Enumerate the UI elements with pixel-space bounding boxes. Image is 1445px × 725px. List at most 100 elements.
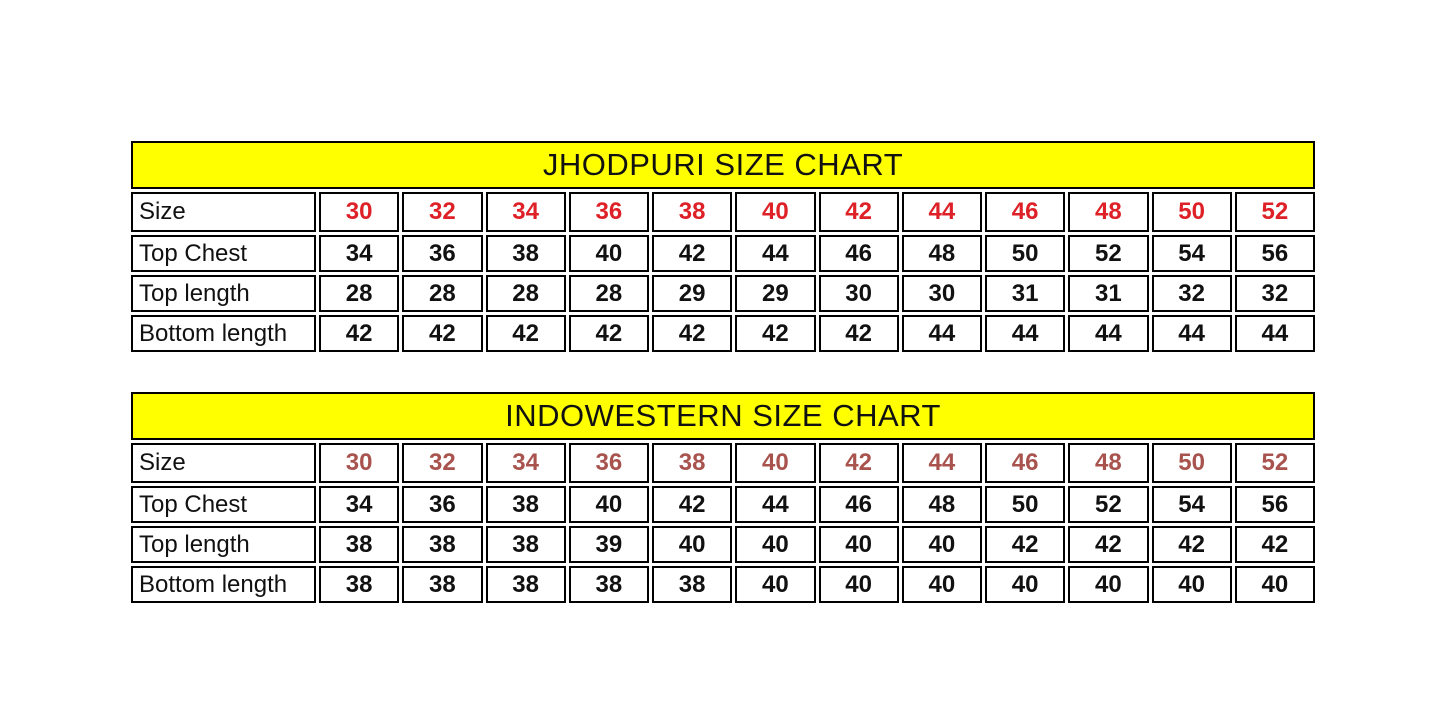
- value-cell: 44: [735, 486, 816, 523]
- size-header-cell: 48: [1068, 443, 1149, 483]
- table-title: JHODPURI SIZE CHART: [131, 141, 1315, 189]
- size-header-cell: 30: [319, 443, 400, 483]
- table-title-row: INDOWESTERN SIZE CHART: [131, 392, 1315, 440]
- value-cell: 54: [1151, 486, 1232, 523]
- value-cell: 40: [901, 526, 982, 563]
- value-cell: 31: [985, 275, 1066, 312]
- value-cell: 32: [1151, 275, 1232, 312]
- value-cell: 38: [402, 526, 483, 563]
- table-row: Bottom length 38 38 38 38 38 40 40 40 40 40 40 40: [131, 566, 1315, 603]
- value-cell: 42: [818, 315, 899, 352]
- row-label: Top length: [131, 275, 316, 312]
- value-cell: 56: [1234, 235, 1315, 272]
- value-cell: 38: [652, 566, 733, 603]
- size-header-cell: 36: [568, 192, 649, 232]
- value-cell: 46: [818, 486, 899, 523]
- value-cell: 40: [735, 566, 816, 603]
- size-charts: JHODPURI SIZE CHART Size 30 32 34 36 38 40 42 44…: [128, 138, 1318, 606]
- value-cell: 31: [1068, 275, 1149, 312]
- value-cell: 44: [901, 315, 982, 352]
- value-cell: 44: [1068, 315, 1149, 352]
- value-cell: 40: [818, 526, 899, 563]
- table-body: Size 30 32 34 36 38 40 42 44 46 48 50 52 Top Chest 34 3…: [131, 443, 1315, 603]
- size-header-cell: 52: [1234, 443, 1315, 483]
- indowestern-size-chart: INDOWESTERN SIZE CHART Size 30 32 34 36 38 40 4…: [128, 389, 1318, 606]
- value-cell: 42: [1151, 526, 1232, 563]
- size-header-cell: 40: [735, 443, 816, 483]
- value-cell: 42: [402, 315, 483, 352]
- value-cell: 40: [901, 566, 982, 603]
- value-cell: 42: [568, 315, 649, 352]
- table-row: Bottom length 42 42 42 42 42 42 42 44 44 44 44 44: [131, 315, 1315, 352]
- table-row: Top length 38 38 38 39 40 40 40 40 42 42 42 42: [131, 526, 1315, 563]
- table-row: Top Chest 34 36 38 40 42 44 46 48 50 52 54 56: [131, 486, 1315, 523]
- value-cell: 40: [1151, 566, 1232, 603]
- value-cell: 38: [568, 566, 649, 603]
- size-header-cell: 42: [818, 443, 899, 483]
- size-header-cell: 46: [985, 192, 1066, 232]
- value-cell: 46: [818, 235, 899, 272]
- value-cell: 54: [1151, 235, 1232, 272]
- value-cell: 44: [1151, 315, 1232, 352]
- value-cell: 40: [568, 486, 649, 523]
- value-cell: 42: [652, 235, 733, 272]
- size-header-cell: 38: [652, 443, 733, 483]
- value-cell: 42: [985, 526, 1066, 563]
- size-header-cell: 40: [735, 192, 816, 232]
- value-cell: 39: [568, 526, 649, 563]
- size-header-cell: 38: [652, 192, 733, 232]
- value-cell: 38: [319, 566, 400, 603]
- size-header-cell: 48: [1068, 192, 1149, 232]
- value-cell: 28: [319, 275, 400, 312]
- table-title: INDOWESTERN SIZE CHART: [131, 392, 1315, 440]
- size-header-cell: 30: [319, 192, 400, 232]
- row-label: Top Chest: [131, 235, 316, 272]
- value-cell: 44: [735, 235, 816, 272]
- value-cell: 40: [1068, 566, 1149, 603]
- row-label: Top length: [131, 526, 316, 563]
- table-row: Size 30 32 34 36 38 40 42 44 46 48 50 52: [131, 443, 1315, 483]
- value-cell: 34: [319, 235, 400, 272]
- size-header-cell: 34: [485, 443, 566, 483]
- row-label: Bottom length: [131, 566, 316, 603]
- value-cell: 38: [485, 526, 566, 563]
- value-cell: 42: [1234, 526, 1315, 563]
- value-cell: 38: [485, 235, 566, 272]
- size-header-cell: 50: [1151, 192, 1232, 232]
- indowestern-size-chart-table: INDOWESTERN SIZE CHART Size 30 32 34 36 38 40 4…: [128, 389, 1318, 606]
- value-cell: 40: [735, 526, 816, 563]
- value-cell: 34: [319, 486, 400, 523]
- value-cell: 42: [319, 315, 400, 352]
- size-header-cell: 52: [1234, 192, 1315, 232]
- row-label: Top Chest: [131, 486, 316, 523]
- row-label: Size: [131, 192, 316, 232]
- size-header-cell: 50: [1151, 443, 1232, 483]
- size-header-cell: 32: [402, 192, 483, 232]
- value-cell: 30: [818, 275, 899, 312]
- value-cell: 40: [652, 526, 733, 563]
- value-cell: 38: [485, 486, 566, 523]
- value-cell: 50: [985, 486, 1066, 523]
- value-cell: 44: [985, 315, 1066, 352]
- value-cell: 28: [485, 275, 566, 312]
- value-cell: 40: [1234, 566, 1315, 603]
- table-row: Size 30 32 34 36 38 40 42 44 46 48 50 52: [131, 192, 1315, 232]
- value-cell: 42: [485, 315, 566, 352]
- value-cell: 42: [652, 315, 733, 352]
- value-cell: 52: [1068, 486, 1149, 523]
- value-cell: 32: [1234, 275, 1315, 312]
- table-row: Top Chest 34 36 38 40 42 44 46 48 50 52 54 56: [131, 235, 1315, 272]
- value-cell: 38: [319, 526, 400, 563]
- size-header-cell: 44: [901, 192, 982, 232]
- value-cell: 28: [568, 275, 649, 312]
- value-cell: 40: [985, 566, 1066, 603]
- value-cell: 42: [735, 315, 816, 352]
- value-cell: 42: [652, 486, 733, 523]
- value-cell: 36: [402, 235, 483, 272]
- row-label: Bottom length: [131, 315, 316, 352]
- size-header-cell: 32: [402, 443, 483, 483]
- size-header-cell: 44: [901, 443, 982, 483]
- size-header-cell: 36: [568, 443, 649, 483]
- size-header-cell: 46: [985, 443, 1066, 483]
- value-cell: 56: [1234, 486, 1315, 523]
